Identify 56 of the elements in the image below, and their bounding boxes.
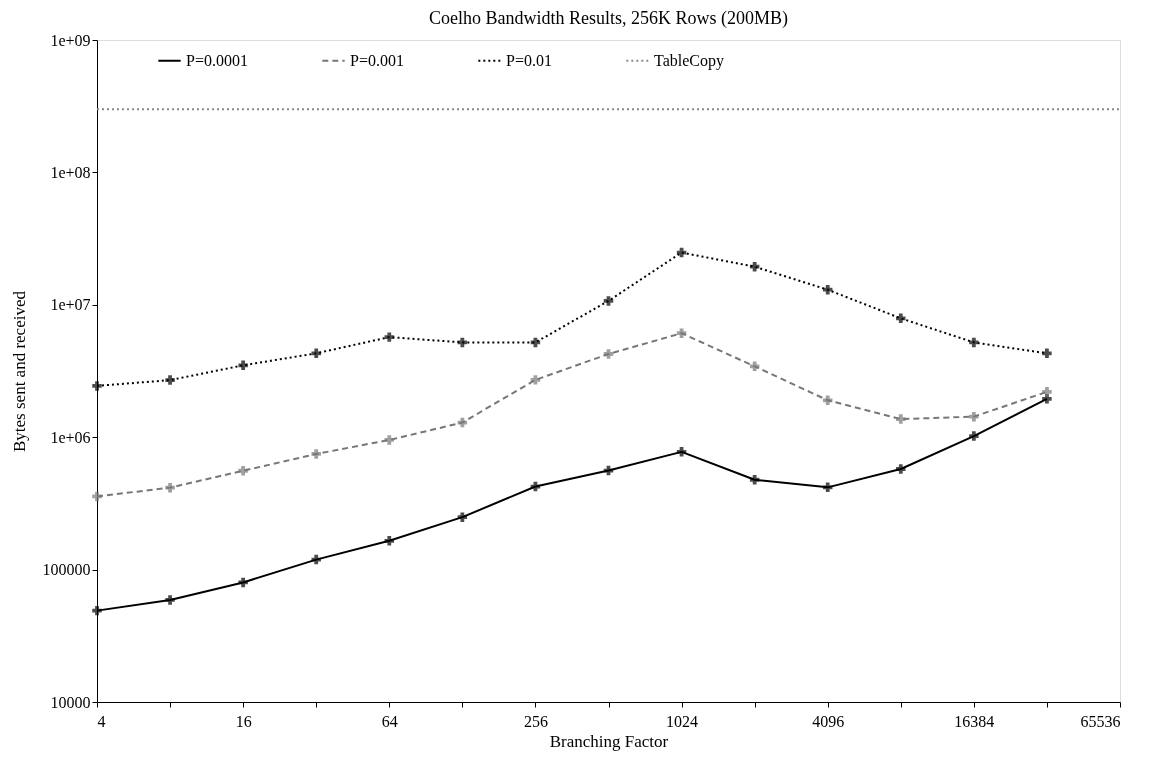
point — [969, 337, 979, 348]
point — [457, 512, 468, 522]
point — [749, 475, 760, 485]
point — [530, 375, 541, 385]
legend-label: TableCopy — [654, 51, 724, 70]
legend-label: P=0.01 — [506, 51, 552, 69]
y-tick-label: 10000 — [50, 693, 91, 711]
point — [969, 411, 979, 422]
point — [896, 414, 906, 424]
point — [238, 466, 248, 476]
point — [92, 491, 102, 502]
x-tick-label: 1024 — [666, 712, 699, 730]
point — [165, 375, 175, 385]
legend-label: P=0.001 — [350, 51, 404, 69]
y-axis-title: Bytes sent and received — [9, 290, 29, 452]
x-tick-label: 4 — [97, 712, 106, 730]
point — [1042, 387, 1052, 397]
point — [165, 482, 175, 493]
point — [92, 381, 102, 391]
point — [311, 554, 321, 565]
point — [311, 348, 321, 359]
point — [92, 605, 102, 616]
point — [822, 284, 833, 295]
point — [676, 328, 687, 338]
point — [311, 449, 321, 459]
x-axis-title: Branching Factor — [549, 731, 669, 751]
legend-label: P=0.0001 — [186, 51, 248, 69]
point — [822, 395, 833, 406]
point — [238, 577, 248, 588]
y-tick-label: 1e+06 — [50, 428, 91, 446]
point — [384, 435, 395, 445]
chart-title: Coelho Bandwidth Results, 256K Rows (200MB) — [428, 8, 789, 29]
x-tick-label: 256 — [523, 712, 548, 730]
point — [676, 447, 687, 457]
point — [969, 431, 979, 441]
point — [749, 261, 760, 272]
x-tick-label: 4096 — [812, 712, 845, 730]
point — [749, 361, 760, 372]
x-tick-label: 16384 — [954, 712, 995, 730]
point — [896, 313, 906, 324]
y-tick-label: 1e+07 — [50, 296, 91, 314]
point — [603, 349, 614, 359]
y-tick-label: 1e+09 — [50, 31, 91, 49]
point — [165, 595, 175, 605]
point — [896, 464, 906, 474]
point — [238, 360, 248, 371]
x-tick-label: 16 — [235, 712, 252, 730]
y-tick-label: 1e+08 — [50, 163, 91, 181]
point — [822, 482, 833, 493]
x-tick-label: 64 — [381, 712, 398, 730]
point — [1042, 348, 1052, 359]
point — [603, 296, 614, 306]
x-tick-label: 65536 — [1080, 712, 1121, 730]
y-tick-label: 100000 — [42, 561, 91, 579]
point — [384, 536, 395, 546]
point — [384, 332, 395, 342]
